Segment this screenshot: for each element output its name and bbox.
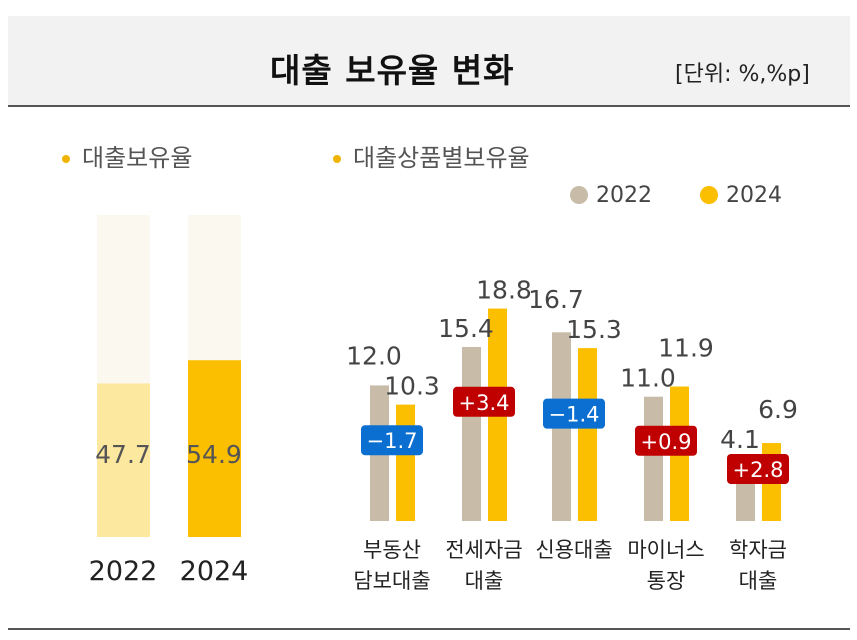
bar-2022 (644, 396, 663, 521)
category-label: 통장 (647, 569, 686, 593)
category-label: 학자금 (729, 538, 787, 562)
value-label-2022: 15.4 (438, 314, 494, 343)
change-label: +0.9 (641, 430, 692, 454)
value-label-2022: 4.1 (720, 425, 760, 454)
unit-label: [단위: %,%p] (675, 62, 810, 87)
value-label-2024: 11.9 (658, 334, 714, 363)
value-label-2022: 16.7 (528, 285, 584, 314)
legend-2024: 2024 (700, 183, 782, 208)
category-label: 마이너스 (627, 538, 704, 562)
value-label-2024: 10.3 (384, 372, 440, 401)
change-badge (543, 398, 605, 429)
bullet-icon (62, 155, 70, 163)
bar-2022 (97, 383, 150, 537)
value-label-2024: 18.8 (476, 276, 532, 305)
value-label-2022: 11.0 (620, 364, 676, 393)
value-label: 47.7 (95, 440, 151, 469)
bar-2022 (736, 474, 755, 521)
change-label: −1.4 (549, 403, 600, 427)
section-title-text: 대출보유율 (82, 144, 193, 172)
value-label: 54.9 (186, 440, 242, 469)
change-label: +2.8 (733, 458, 784, 482)
category-label: 전세자금 (445, 538, 522, 562)
section-title-overall: 대출보유율 (62, 138, 192, 173)
bar-2022 (462, 346, 481, 521)
section-title-by-product: 대출상품별보유율 (333, 138, 530, 173)
value-label-2024: 15.3 (566, 315, 622, 344)
category-label: 2024 (180, 556, 249, 587)
category-label: 2022 (89, 556, 158, 587)
category-label: 대출 (465, 569, 504, 593)
legend-2022: 2022 (570, 183, 652, 208)
change-badge (361, 425, 423, 456)
legend-label: 2024 (726, 183, 782, 208)
change-badge (635, 425, 697, 456)
category-label: 담보대출 (353, 569, 430, 593)
legend-swatch-2022 (570, 186, 588, 204)
legend-label: 2022 (596, 183, 652, 208)
bottom-divider (8, 628, 850, 630)
bar-2024 (396, 404, 415, 521)
value-label-2022: 12.0 (346, 342, 402, 371)
category-label: 대출 (739, 569, 778, 593)
change-badge (727, 454, 789, 485)
change-label: −1.7 (367, 429, 418, 453)
section-title-text: 대출상품별보유율 (353, 144, 530, 172)
bar-2024 (578, 348, 597, 521)
value-label-2024: 6.9 (758, 395, 798, 424)
bullet-icon (333, 155, 341, 163)
change-badge (453, 386, 515, 417)
category-label: 신용대출 (535, 538, 612, 562)
legend-swatch-2024 (700, 186, 718, 204)
chart-header (8, 16, 850, 107)
chart-title: 대출 보유율 변화 (270, 51, 515, 90)
category-label: 부동산 (363, 538, 421, 562)
change-label: +3.4 (459, 391, 510, 415)
bar-2024 (188, 360, 241, 537)
